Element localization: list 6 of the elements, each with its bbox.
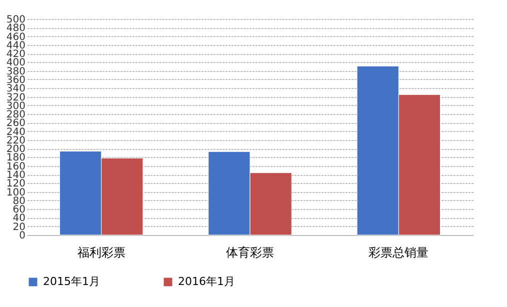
legend-label: 2015年1月 — [43, 275, 100, 288]
x-tick-label: 彩票总销量 — [368, 246, 429, 260]
x-tick-label: 体育彩票 — [226, 246, 274, 260]
x-tick-label: 福利彩票 — [77, 246, 126, 260]
y-tick-label: 0 — [19, 230, 26, 242]
legend-label: 2016年1月 — [178, 275, 235, 288]
